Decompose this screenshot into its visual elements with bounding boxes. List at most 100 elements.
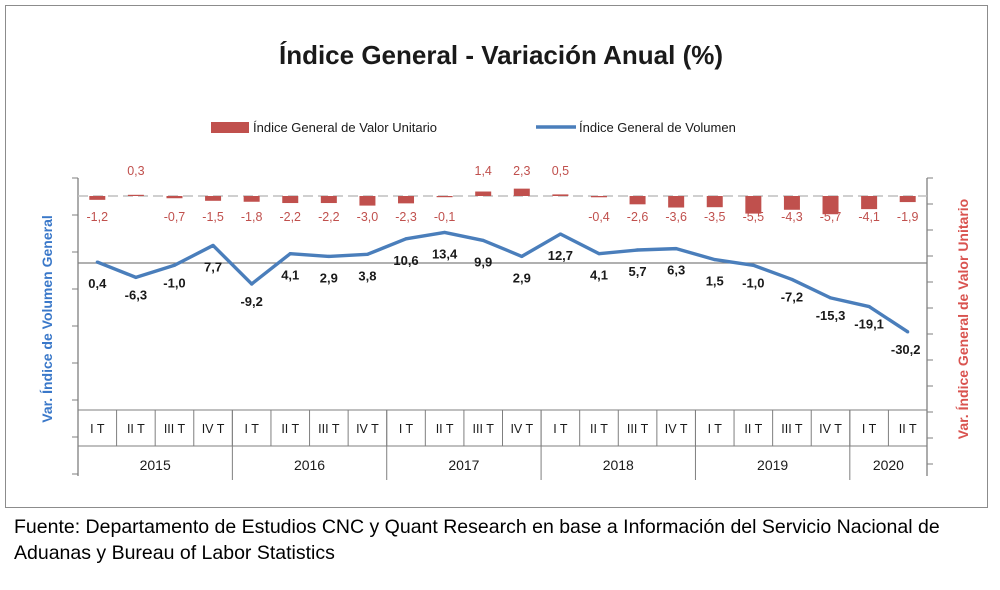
line-point: [327, 254, 331, 258]
bar-data-label: -5,5: [743, 210, 765, 224]
bar-data-label: -1,2: [87, 210, 109, 224]
line-data-label: 10,6: [393, 253, 418, 268]
bar-data-label: -3,0: [357, 210, 379, 224]
bar-mark: [320, 196, 337, 204]
bar-data-label: 2,3: [513, 164, 530, 178]
line-data-label: -30,2: [891, 342, 921, 357]
line-point: [674, 247, 678, 251]
quarter-tick-label: III T: [627, 422, 649, 436]
quarter-tick-label: I T: [553, 422, 568, 436]
line-point: [365, 252, 370, 256]
bar-mark: [127, 194, 144, 196]
line-data-label: 12,7: [548, 248, 573, 263]
bar-mark: [282, 196, 299, 204]
bar-data-label: -2,6: [627, 210, 649, 224]
bar-data-labels: -1,2 0,3 -0,7 -1,5 -1,8 -2,2 -2,2 -3,0 -2,3 -0,1 1…: [87, 164, 919, 224]
bar-data-label: -2,2: [279, 210, 301, 224]
year-label: 2019: [757, 457, 788, 473]
bar-mark: [590, 196, 607, 198]
line-data-label: -1,0: [163, 275, 185, 290]
line-point: [713, 257, 717, 262]
bar-series: [89, 188, 916, 215]
line-point: [288, 252, 292, 256]
bar-mark: [822, 196, 839, 215]
line-point: [250, 282, 254, 286]
chart-frame: Índice General - Variación Anual (%) Índ…: [5, 5, 988, 508]
left-axis-title: Var. Índice de Volumen General: [39, 215, 55, 422]
quarter-tick-label: III T: [473, 422, 495, 436]
quarter-tick-label: I T: [708, 422, 723, 436]
line-data-label: 13,4: [432, 246, 458, 261]
chart-title: Índice General - Variación Anual (%): [279, 40, 723, 70]
bar-mark: [668, 196, 685, 208]
bar-mark: [629, 196, 646, 205]
bar-data-label: -0,4: [588, 210, 610, 224]
line-data-label: 4,1: [281, 268, 299, 283]
source-note: Fuente: Departamento de Estudios CNC y Q…: [14, 516, 940, 564]
right-axis-ticks: [927, 177, 933, 465]
quarter-tick-label: II T: [281, 422, 299, 436]
line-point: [867, 304, 871, 309]
line-point: [558, 232, 562, 236]
quarter-tick-label: II T: [899, 422, 917, 436]
line-point: [172, 263, 177, 267]
quarter-tick-label: III T: [164, 422, 186, 436]
bar-mark: [552, 194, 569, 196]
bar-data-label: -2,2: [318, 210, 340, 224]
quarter-tick-label: II T: [744, 422, 762, 436]
bar-mark: [243, 196, 260, 202]
bar-data-label: 1,4: [475, 164, 492, 178]
year-label: 2020: [873, 457, 904, 473]
chart-svg: Índice General - Variación Anual (%) Índ…: [39, 40, 971, 480]
bar-data-label: -1,8: [241, 210, 263, 224]
bar-mark: [205, 196, 222, 201]
bar-mark: [899, 196, 916, 203]
bar-mark: [861, 196, 878, 210]
quarter-tick-label: IV T: [202, 422, 225, 436]
bar-mark: [783, 196, 800, 210]
bar-data-label: 0,3: [127, 164, 144, 178]
year-label: 2017: [448, 457, 479, 473]
right-axis-title: Var. Índice General de Valor Unitario: [955, 199, 971, 439]
line-series: [95, 230, 910, 334]
bar-mark: [745, 196, 762, 214]
quarter-tick-label: II T: [127, 422, 145, 436]
bar-data-label: -0,7: [164, 210, 186, 224]
bar-data-label: -1,9: [897, 210, 919, 224]
quarter-tick-label: IV T: [356, 422, 379, 436]
left-axis-ticks: [72, 177, 78, 475]
bar-mark: [359, 196, 376, 206]
line-data-label: 2,9: [320, 270, 338, 285]
bar-data-label: -1,5: [202, 210, 224, 224]
bar-data-label: -5,7: [820, 210, 842, 224]
bar-data-label: -4,1: [858, 210, 880, 224]
legend-label-bar: Índice General de Valor Unitario: [253, 120, 437, 135]
bar-mark: [475, 191, 492, 196]
bar-mark: [706, 196, 723, 208]
bar-mark: [398, 196, 415, 204]
line-point: [751, 263, 755, 267]
quarter-tick-label: III T: [318, 422, 340, 436]
line-data-label: -6,3: [125, 287, 147, 302]
volume-line: [96, 230, 909, 334]
quarter-tick-label: IV T: [819, 422, 842, 436]
line-data-label: 7,7: [204, 259, 222, 274]
bar-mark: [89, 196, 106, 200]
year-label: 2015: [140, 457, 171, 473]
quarter-tick-label: III T: [781, 422, 803, 436]
line-data-label: -1,0: [742, 275, 764, 290]
line-data-label: 2,9: [513, 270, 531, 285]
line-point: [906, 330, 910, 334]
bar-mark: [513, 188, 530, 196]
line-point: [597, 252, 601, 256]
line-data-label: 9,9: [474, 254, 492, 269]
bar-data-label: -4,3: [781, 210, 803, 224]
line-data-label: -19,1: [854, 317, 884, 332]
line-data-label: -15,3: [816, 308, 846, 323]
line-data-label: 3,8: [358, 268, 376, 283]
line-point: [443, 230, 447, 235]
line-point: [790, 277, 794, 282]
line-point: [404, 237, 408, 241]
line-data-labels: 0,4 -6,3 -1,0 7,7 -9,2 4,1 2,9 3,8 10,6 13,4 9,9 2,…: [88, 246, 920, 356]
line-data-label: 6,3: [667, 263, 685, 278]
